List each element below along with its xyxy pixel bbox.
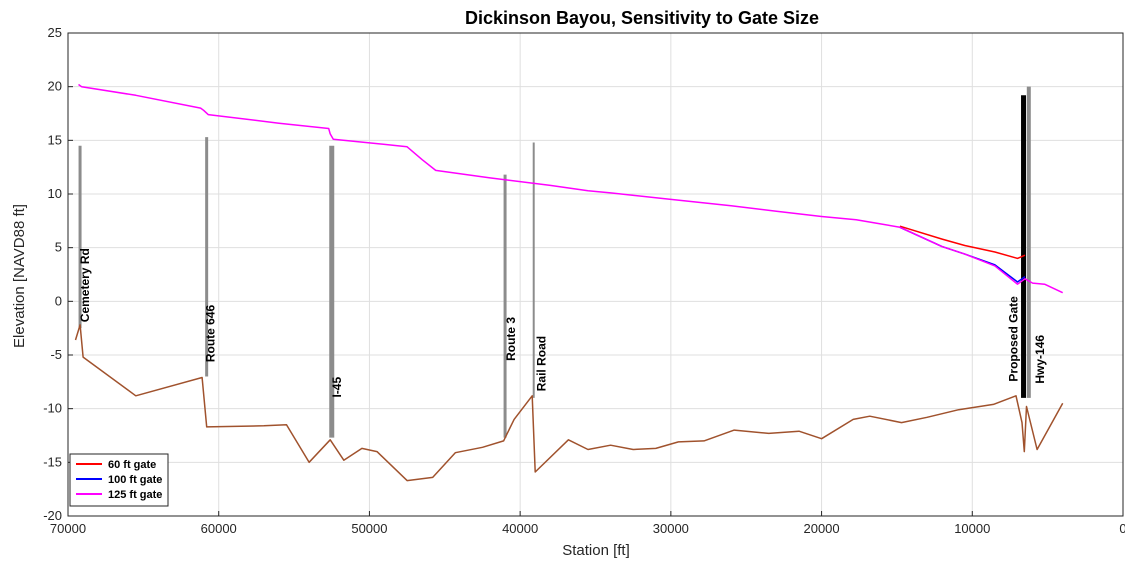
x-axis-label: Station [ft] (562, 542, 630, 559)
marker-label: Cemetery Rd (78, 248, 92, 322)
y-tick-label: 25 (48, 25, 62, 40)
x-tick-label: 50000 (351, 521, 387, 536)
x-tick-label: 30000 (653, 521, 689, 536)
marker-labels: Cemetery Rd Route 646 I-45 Route 3 Rail Road… (78, 248, 1047, 397)
y-tick-label: -10 (43, 401, 62, 416)
y-tick-label: -15 (43, 454, 62, 469)
series-line (74, 324, 1064, 482)
x-tick-label: 60000 (201, 521, 237, 536)
y-tick-label: 10 (48, 186, 62, 201)
x-tick-label: 40000 (502, 521, 538, 536)
y-tick-label: 20 (48, 79, 62, 94)
y-tick-label: -20 (43, 508, 62, 523)
legend-entry: 60 ft gate (108, 459, 156, 471)
x-tick-label: 0 (1119, 521, 1125, 536)
marker-label: Proposed Gate (1007, 296, 1021, 382)
marker-label: Hwy-146 (1033, 335, 1047, 384)
y-axis-label: Elevation [NAVD88 ft] (11, 204, 28, 348)
chart-title: Dickinson Bayou, Sensitivity to Gate Siz… (465, 8, 819, 28)
series-line (78, 83, 1064, 294)
x-tick-label: 70000 (50, 521, 86, 536)
legend-entry: 125 ft gate (108, 489, 162, 501)
y-tick-label: -5 (50, 347, 62, 362)
legend-entry: 100 ft gate (108, 474, 162, 486)
marker-label: Rail Road (535, 336, 549, 391)
series-lines (74, 83, 1064, 482)
y-tick-label: 5 (55, 240, 62, 255)
plot-frame (67, 32, 1124, 517)
y-tick-label: 0 (55, 293, 62, 308)
axis-ticks: 70000 60000 50000 40000 30000 20000 10000 0 -20 -… (43, 25, 1125, 536)
y-tick-label: 15 (48, 132, 62, 147)
x-tick-label: 10000 (954, 521, 990, 536)
x-tick-label: 20000 (803, 521, 839, 536)
marker-label: Route 3 (504, 317, 518, 361)
series-line (899, 225, 1026, 260)
marker-label: I-45 (330, 377, 344, 398)
grid-lines (67, 32, 1124, 517)
vertical-markers (78, 86, 1031, 438)
marker-label: Route 646 (204, 305, 218, 363)
legend: 60 ft gate 100 ft gate 125 ft gate (69, 453, 169, 507)
